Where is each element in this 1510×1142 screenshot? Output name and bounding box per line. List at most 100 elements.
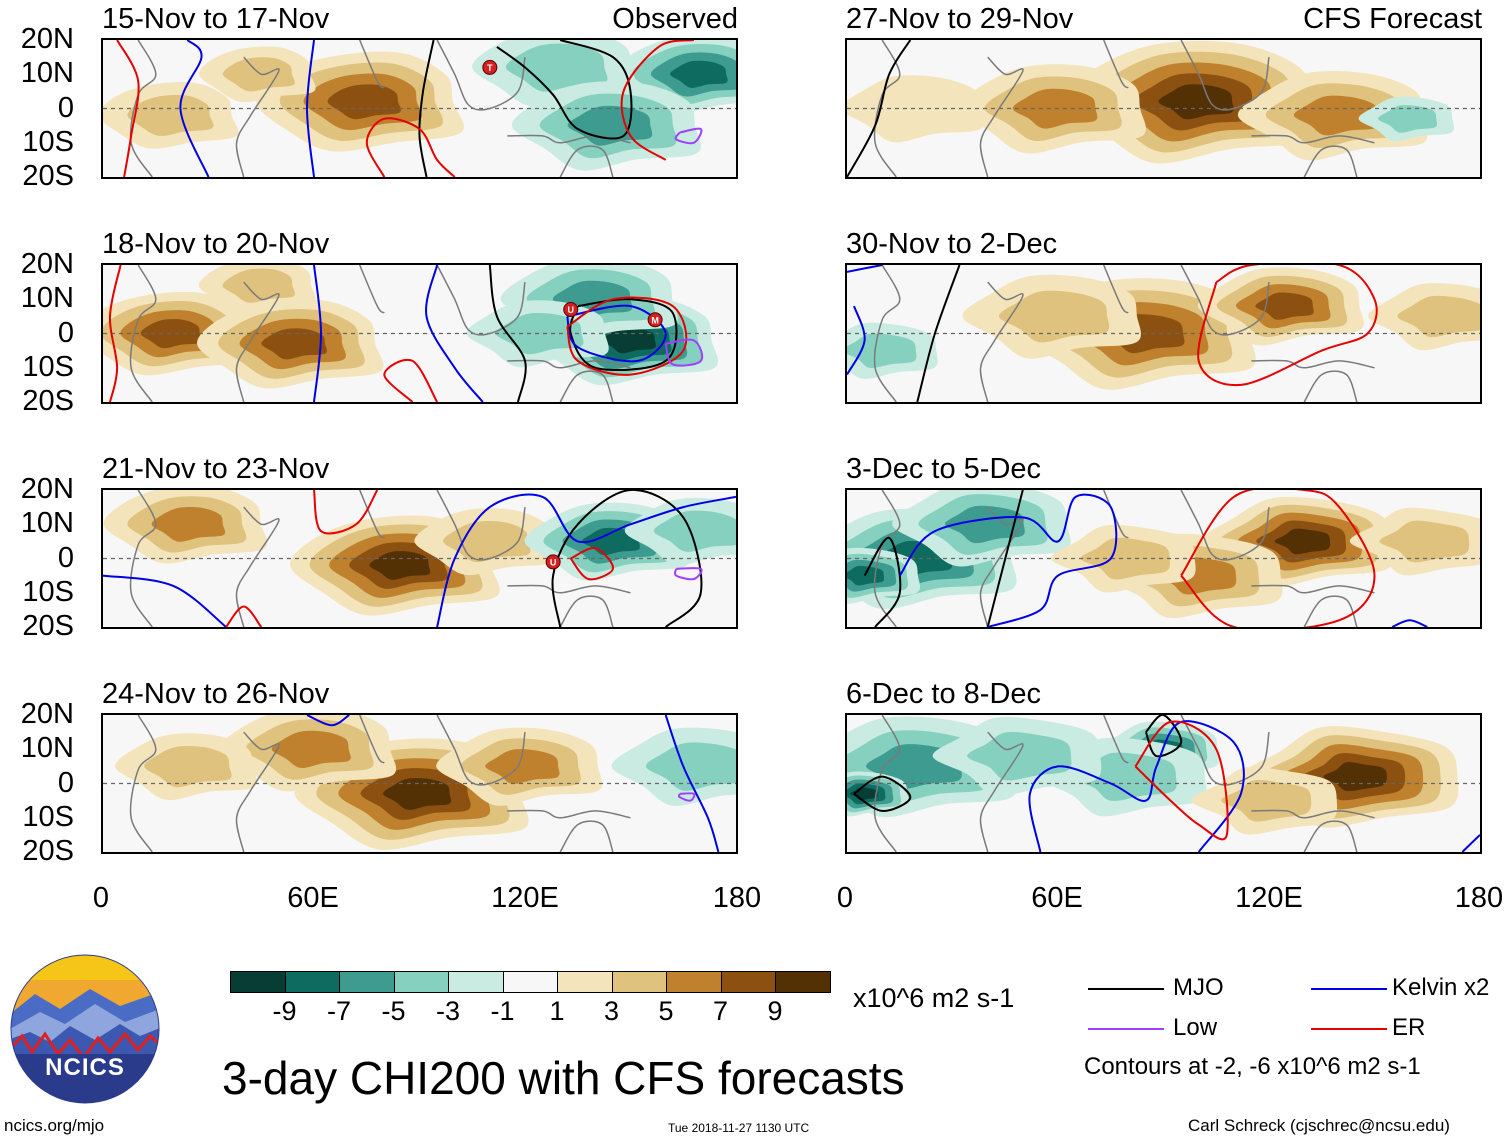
coastline [507, 584, 631, 594]
anomaly-shell [967, 731, 1072, 781]
panel-period-label: 27-Nov to 29-Nov [846, 3, 1074, 35]
contour-er [566, 296, 688, 376]
map-svg-2: UM [103, 265, 736, 402]
contour-low [664, 338, 704, 367]
lon-tick-left-60e: 60E [287, 882, 339, 914]
lat-tick-label: 20N [20, 23, 74, 55]
lon-tick-left-0: 0 [92, 882, 110, 914]
contour-er [383, 358, 438, 402]
page-title: 3-day CHI200 with CFS forecasts [222, 1052, 905, 1104]
legend-label-kelvin: Kelvin x2 [1392, 974, 1490, 1001]
anomaly-shell [1293, 95, 1379, 136]
coastline [873, 40, 901, 177]
contour-mjo [551, 490, 703, 627]
map-svg-3: U [103, 490, 736, 627]
contour-mjo [569, 298, 678, 372]
contour-mjo [418, 40, 435, 177]
contour-low [674, 127, 703, 145]
lat-tick-label: 20N [20, 698, 74, 730]
contour-er [1134, 720, 1229, 841]
colorbar-cell [502, 971, 558, 993]
tc-marker-label: U [567, 305, 574, 315]
observed-label: Observed [612, 3, 738, 35]
contour-er [569, 547, 614, 581]
tc-marker-label: U [550, 557, 557, 567]
colorbar-tick-label: 3 [603, 996, 620, 1026]
panel-period-label: 15-Nov to 17-Nov [102, 3, 330, 35]
colorbar-cell [393, 971, 449, 993]
anomaly-shell [1323, 762, 1387, 792]
anomaly-shell [1255, 292, 1314, 320]
lat-tick-label: 20N [20, 248, 74, 280]
lat-tick-label: 0 [57, 316, 74, 349]
panel-period-label: 6-Dec to 8-Dec [846, 678, 1042, 710]
anomaly-shell [653, 510, 736, 552]
contour-mjo [916, 265, 961, 402]
lat-tick-label: 20S [22, 385, 74, 417]
map-panel-5 [845, 38, 1482, 179]
contour-kelvin [436, 493, 736, 627]
coastline [1103, 40, 1129, 89]
ncics-logo: NCICS [10, 954, 160, 1104]
contour-er [365, 117, 456, 177]
lat-tick-label: 10S [22, 575, 74, 608]
tc-marker: M [647, 312, 663, 328]
anomaly-shell [485, 749, 560, 784]
panel-period-label: 24-Nov to 26-Nov [102, 678, 330, 710]
anomaly-shell [144, 745, 232, 788]
anomaly-shell [1158, 84, 1234, 120]
author-credit: Carl Schreck (cjschrec@ncsu.edu) [1188, 1116, 1450, 1135]
contour-kelvin [1028, 720, 1245, 852]
map-panel-1: T [101, 38, 738, 179]
contour-kelvin [566, 304, 667, 363]
colorbar-cell [720, 971, 776, 993]
colorbar-tick-label: -9 [272, 996, 297, 1026]
coastline [559, 595, 614, 627]
lat-tick-label: 10N [20, 57, 74, 90]
colorbar-cell [557, 971, 613, 993]
contour-kelvin [1461, 834, 1480, 852]
tc-marker-label: T [487, 63, 493, 73]
map-svg-6 [847, 265, 1480, 402]
coastline [559, 370, 614, 402]
coastline [1303, 820, 1358, 852]
coastline [1303, 370, 1358, 402]
contour-kelvin [664, 715, 720, 852]
colorbar-cell [775, 971, 831, 993]
lon-tick-right-0: 0 [836, 882, 854, 914]
legend-label-mjo: MJO [1173, 974, 1224, 1001]
anomaly-shell [669, 60, 728, 88]
coastline [979, 731, 1024, 852]
coastline [873, 715, 901, 852]
coastline [507, 359, 631, 369]
coastline [436, 715, 526, 786]
coastline [1303, 145, 1358, 177]
anomaly-shell [127, 94, 214, 136]
legend-label-low: Low [1173, 1014, 1218, 1041]
anomaly-shell [847, 75, 984, 143]
colorbar-tick-label: -5 [381, 996, 406, 1026]
anomaly-shell [443, 520, 531, 563]
contour-mjo [488, 265, 527, 402]
coastline [507, 134, 631, 144]
tc-marker: U [563, 302, 579, 318]
map-panel-7 [845, 488, 1482, 629]
map-svg-1: T [103, 40, 736, 177]
colorbar-tick-label: -3 [435, 996, 461, 1026]
lon-tick-left-180: 180 [712, 882, 762, 914]
lat-tick-label: 10S [22, 800, 74, 833]
panel-period-label: 18-Nov to 20-Nov [102, 228, 330, 260]
coastline [436, 490, 526, 561]
coastline [979, 281, 1024, 402]
lat-tick-label: 20S [22, 835, 74, 867]
coastline [235, 281, 280, 402]
colorbar-cell [339, 971, 395, 993]
coastline [436, 40, 526, 111]
colorbar-cell [611, 971, 667, 993]
lon-tick-right-180: 180 [1454, 882, 1504, 914]
legend-line-mjo [1088, 988, 1164, 990]
site-link[interactable]: ncics.org/mjo [4, 1116, 105, 1135]
contour-kelvin [1391, 619, 1428, 627]
contour-mjo [847, 40, 912, 177]
anomaly-shell [495, 313, 584, 355]
